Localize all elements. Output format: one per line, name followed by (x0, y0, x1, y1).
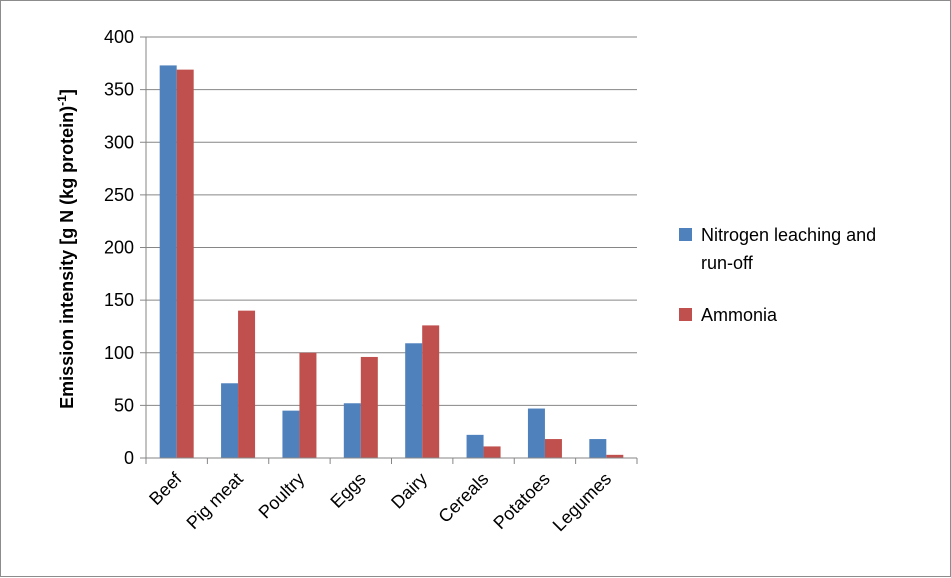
bar-nitrogen (589, 439, 607, 458)
bar-ammonia (544, 439, 562, 458)
bar-ammonia (299, 352, 317, 458)
bar-ammonia (606, 454, 624, 458)
legend-label: run-off (701, 253, 754, 273)
bar-ammonia (422, 325, 440, 458)
y-tick-label: 200 (104, 238, 134, 258)
y-tick-label: 100 (104, 343, 134, 363)
legend-swatch (679, 228, 692, 241)
x-tick-label: Beef (145, 468, 186, 509)
bar-ammonia (360, 356, 378, 458)
bar-nitrogen (405, 343, 423, 458)
y-axis-title: Emission intensity [g N (kg protein)-1] (55, 89, 77, 409)
bar-nitrogen (221, 383, 239, 458)
legend: Nitrogen leaching and run-off Ammonia (679, 225, 876, 325)
y-tick-label: 250 (104, 185, 134, 205)
legend-label: Nitrogen leaching and (701, 225, 876, 245)
bar-nitrogen (527, 408, 545, 458)
x-tick-label: Legumes (549, 469, 616, 536)
bar-ammonia (176, 69, 194, 458)
x-tick-label: Potatoes (489, 469, 553, 533)
bar-nitrogen (466, 434, 484, 458)
gridlines (146, 36, 637, 406)
x-tick-label: Poultry (255, 469, 309, 523)
y-tick-label: 0 (124, 448, 134, 468)
bar-nitrogen (159, 65, 177, 458)
legend-swatch (679, 308, 692, 321)
y-tick-label: 350 (104, 80, 134, 100)
x-tick-label: Dairy (387, 469, 431, 513)
y-tick-label: 150 (104, 290, 134, 310)
legend-label: Ammonia (701, 305, 778, 325)
bar-ammonia (483, 446, 501, 458)
y-tick-label: 300 (104, 132, 134, 152)
x-tick-label: Cereals (434, 469, 492, 527)
bar-nitrogen (282, 410, 300, 458)
y-tick-label: 400 (104, 27, 134, 47)
axes (140, 36, 638, 464)
y-tick-label: 50 (114, 395, 134, 415)
x-tick-label: Eggs (326, 469, 369, 512)
bar-ammonia (238, 310, 256, 458)
bars (159, 65, 624, 458)
bar-nitrogen (343, 403, 361, 458)
x-tick-label: Pig meat (183, 469, 247, 533)
